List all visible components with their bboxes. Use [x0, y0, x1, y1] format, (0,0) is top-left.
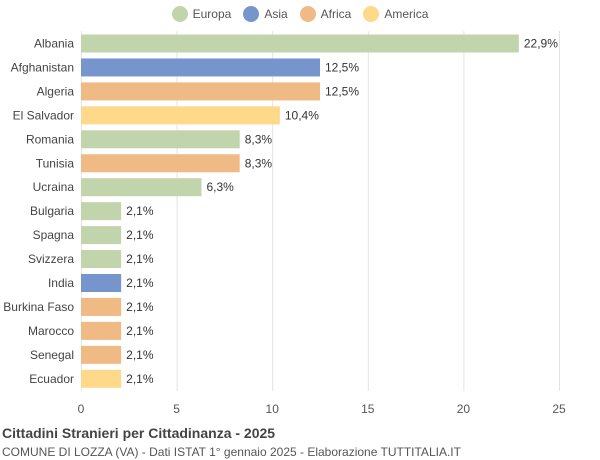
category-label: Marocco	[28, 324, 74, 338]
data-label: 8,3%	[245, 132, 273, 146]
category-label: El Salvador	[13, 108, 74, 122]
legend-swatch-africa	[299, 6, 316, 22]
bar	[81, 369, 122, 388]
legend-item-asia[interactable]: Asia	[243, 6, 288, 22]
bar	[81, 297, 122, 316]
category-label: Ucraina	[33, 180, 75, 194]
legend-item-europa[interactable]: Europa	[171, 6, 232, 22]
data-label: 2,1%	[126, 252, 154, 266]
data-label: 2,1%	[126, 324, 154, 338]
x-tick-label: 20	[457, 402, 471, 416]
chart-title: Cittadini Stranieri per Cittadinanza - 2…	[2, 425, 276, 441]
data-label: 2,1%	[126, 372, 154, 386]
x-tick-label: 15	[361, 402, 375, 416]
legend-item-america[interactable]: America	[363, 6, 428, 22]
bar	[81, 274, 122, 292]
category-label: Romania	[26, 132, 74, 146]
legend-label-europa: Europa	[192, 7, 232, 21]
category-label: Algeria	[37, 84, 75, 98]
bar	[81, 202, 122, 221]
category-label: Senegal	[30, 348, 74, 362]
data-label: 2,1%	[126, 300, 154, 314]
data-label: 2,1%	[126, 228, 154, 242]
data-label: 12,5%	[325, 60, 359, 74]
x-tick-label: 25	[552, 402, 566, 416]
bar-chart: 0 5 10 15 20 25 Albania 22,9% Afghanistan 12,5% Al…	[3, 31, 566, 416]
bar	[81, 82, 320, 101]
data-label: 6,3%	[206, 180, 234, 194]
category-label: Svizzera	[28, 252, 74, 266]
bar	[81, 345, 122, 364]
category-label: Bulgaria	[30, 204, 74, 218]
bar	[81, 250, 122, 269]
legend-label-africa: Africa	[320, 7, 352, 21]
legend-swatch-america	[363, 6, 380, 22]
category-label: India	[48, 276, 74, 290]
data-label: 2,1%	[126, 204, 154, 218]
x-tick-label: 0	[78, 402, 85, 416]
bar	[81, 154, 240, 173]
data-label: 8,3%	[245, 156, 273, 170]
bar	[81, 130, 240, 149]
data-label: 12,5%	[325, 84, 359, 98]
legend-swatch-europa	[171, 6, 188, 22]
bar	[81, 226, 122, 245]
legend-label-america: America	[384, 7, 429, 21]
legend-swatch-asia	[243, 6, 260, 22]
legend-label-asia: Asia	[264, 7, 288, 21]
bar	[81, 58, 320, 77]
category-label: Ecuador	[29, 372, 74, 386]
category-label: Spagna	[33, 228, 75, 242]
category-label: Tunisia	[36, 156, 75, 170]
data-label: 22,9%	[524, 37, 558, 51]
data-label: 2,1%	[126, 348, 154, 362]
bar	[81, 106, 280, 125]
bar	[81, 321, 122, 340]
data-label: 2,1%	[126, 276, 154, 290]
x-tick-label: 5	[173, 402, 180, 416]
category-label: Albania	[34, 37, 74, 51]
category-label: Burkina Faso	[3, 300, 74, 314]
chart-legend: Europa Asia Africa America	[0, 6, 600, 22]
bar	[81, 34, 519, 53]
data-label: 10,4%	[285, 108, 319, 122]
legend-item-africa[interactable]: Africa	[299, 6, 352, 22]
bar	[81, 178, 202, 197]
x-tick-label: 10	[266, 402, 280, 416]
category-label: Afghanistan	[11, 60, 74, 74]
chart-subtitle: COMUNE DI LOZZA (VA) - Dati ISTAT 1° gen…	[2, 445, 461, 459]
